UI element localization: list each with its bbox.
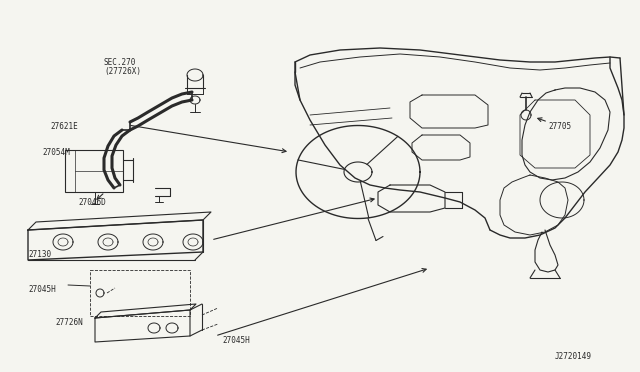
Text: 27045H: 27045H (28, 285, 56, 294)
Text: 27045H: 27045H (222, 336, 250, 345)
Text: SEC.270: SEC.270 (104, 58, 136, 67)
Bar (90, 270, 190, 316)
Text: 27054M: 27054M (42, 148, 70, 157)
Text: (27726X): (27726X) (104, 67, 141, 76)
Text: 27726N: 27726N (55, 318, 83, 327)
Text: J2720149: J2720149 (555, 352, 592, 361)
Text: 27621E: 27621E (50, 122, 77, 131)
Text: 27130: 27130 (28, 250, 51, 259)
Bar (65, 150, 123, 192)
Text: 27046D: 27046D (78, 198, 106, 207)
Text: 27705: 27705 (548, 122, 571, 131)
